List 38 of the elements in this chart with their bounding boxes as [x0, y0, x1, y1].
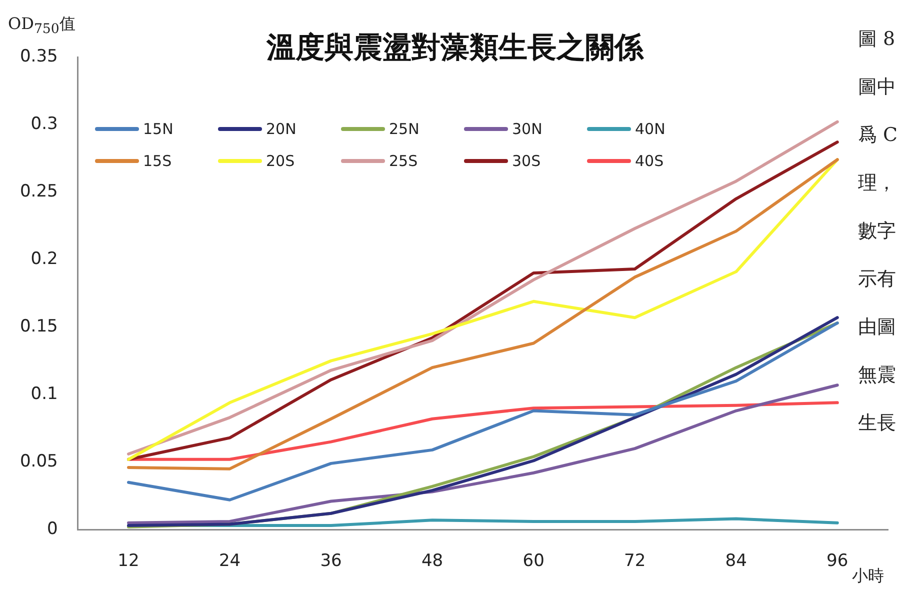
caption: 圖 8: [858, 27, 896, 52]
chart-title: 溫度與震盪對藻類生長之關係: [265, 29, 645, 66]
x-tick-label: 84: [725, 551, 747, 572]
legend-label: 40N: [635, 120, 666, 138]
y-tick-label: 0.3: [30, 114, 58, 134]
x-tick-label: 72: [624, 551, 646, 572]
legend-label: 30N: [512, 120, 542, 138]
annotation: 由圖: [858, 315, 896, 340]
y-tick-label: 0.35: [20, 46, 58, 66]
y-tick-label: 0.25: [20, 181, 58, 202]
legend-label: 25N: [389, 120, 420, 138]
x-tick-label: 48: [421, 551, 444, 572]
legend-label: 15N: [143, 120, 174, 138]
y-tick-label: 0.1: [30, 384, 58, 404]
annotation: 爲 C: [858, 123, 898, 148]
y-axis-title: OD$_{750}$值: [8, 14, 76, 38]
legend-label: 20N: [266, 120, 296, 138]
legend-label: 40S: [635, 152, 664, 170]
legend-label: 25S: [389, 152, 418, 170]
x-tick-label: 24: [218, 551, 241, 572]
x-axis-title: 小時: [852, 566, 884, 587]
y-tick-label: 0.15: [20, 316, 58, 336]
annotation: 生長: [858, 411, 896, 436]
annotation: 理，: [858, 171, 896, 196]
y-tick-label: 0: [47, 519, 58, 540]
legend-label: 15S: [143, 152, 172, 170]
annotation: 示有: [858, 267, 896, 292]
x-tick-label: 36: [320, 551, 342, 572]
legend-label: 20S: [266, 152, 295, 170]
x-tick-label: 12: [118, 551, 140, 572]
x-tick-label: 60: [522, 551, 544, 572]
y-tick-label: 0.05: [20, 452, 58, 472]
legend-label: 30S: [512, 152, 541, 170]
annotation: 圖中: [858, 75, 896, 100]
annotation: 無震: [858, 363, 896, 388]
annotation: 數字: [858, 219, 896, 244]
x-tick-label: 96: [826, 551, 848, 572]
y-tick-label: 0.2: [30, 248, 58, 269]
